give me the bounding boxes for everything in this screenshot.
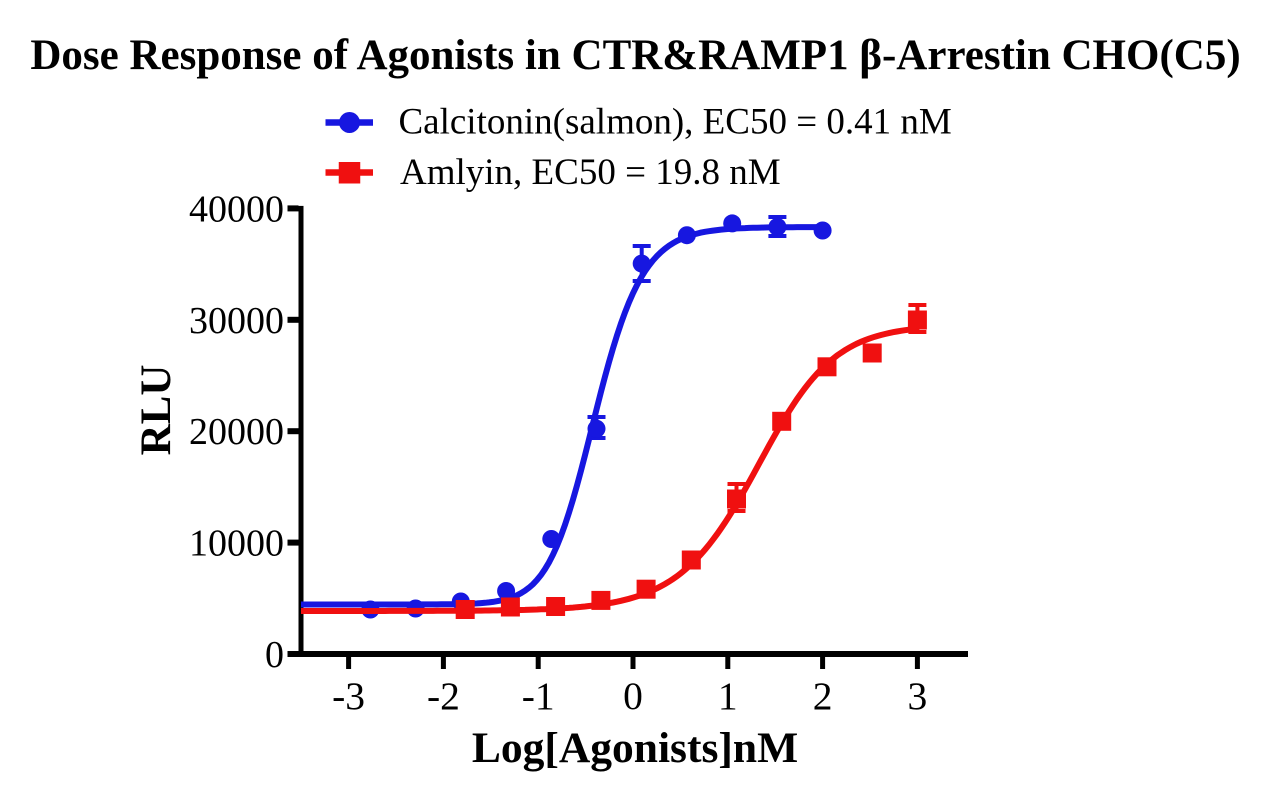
svg-text:0: 0 (623, 674, 643, 718)
svg-text:Amlyin, EC50 = 19.8 nM: Amlyin, EC50 = 19.8 nM (400, 152, 781, 193)
svg-text:40000: 40000 (189, 188, 284, 230)
svg-text:-3: -3 (332, 674, 365, 718)
svg-text:3: 3 (908, 674, 928, 718)
svg-text:-2: -2 (427, 674, 460, 718)
svg-text:Log[Agonists]nM: Log[Agonists]nM (472, 724, 798, 772)
svg-text:20000: 20000 (189, 411, 284, 453)
svg-text:0: 0 (265, 634, 284, 676)
svg-text:2: 2 (813, 674, 833, 718)
svg-text:Calcitonin(salmon), EC50 = 0.4: Calcitonin(salmon), EC50 = 0.41 nM (399, 102, 952, 143)
svg-text:Dose Response of Agonists in C: Dose Response of Agonists in CTR&RAMP1 β… (30, 32, 1240, 79)
svg-text:10000: 10000 (189, 523, 284, 565)
svg-text:-1: -1 (522, 674, 555, 718)
svg-text:30000: 30000 (189, 300, 284, 342)
svg-text:RLU: RLU (133, 365, 180, 456)
svg-text:1: 1 (718, 674, 738, 718)
